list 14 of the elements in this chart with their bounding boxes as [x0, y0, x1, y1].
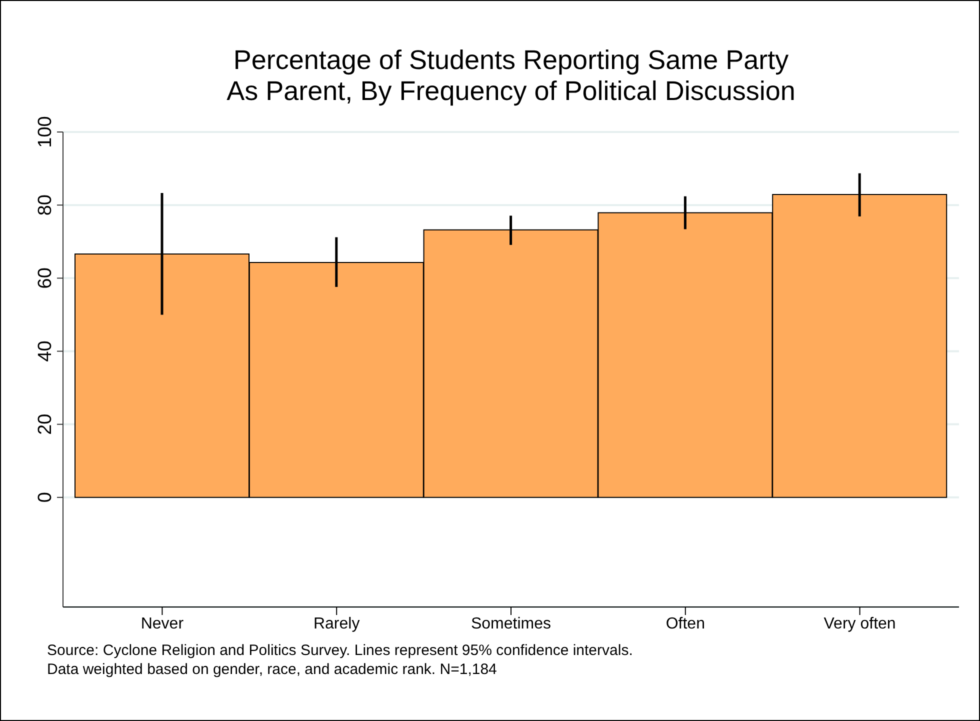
y-tick-label: 40 [35, 340, 56, 362]
x-tick-label: Very often [824, 615, 896, 632]
x-tick-label: Never [140, 615, 184, 632]
y-tick-label: 0 [35, 492, 56, 503]
source-note: Source: Cyclone Religion and Politics Survey. Lines represent 95% confidence intervals. [47, 641, 633, 660]
chart-title: Percentage of Students Reporting Same Party As Parent, By Frequency of Political Discussion [226, 45, 796, 107]
x-tick-label: Sometimes [470, 615, 552, 632]
x-tick-label: Often [666, 615, 705, 632]
y-tick-label: 80 [35, 194, 56, 216]
y-tick-label: 60 [35, 268, 56, 289]
x-tick-label: Rarely [313, 615, 360, 632]
y-tick-label: 20 [35, 414, 56, 435]
text: Data weighted based on gender, race, and academic rank. N=1,184 [47, 660, 498, 679]
y-tick-label: 100 [35, 116, 56, 148]
